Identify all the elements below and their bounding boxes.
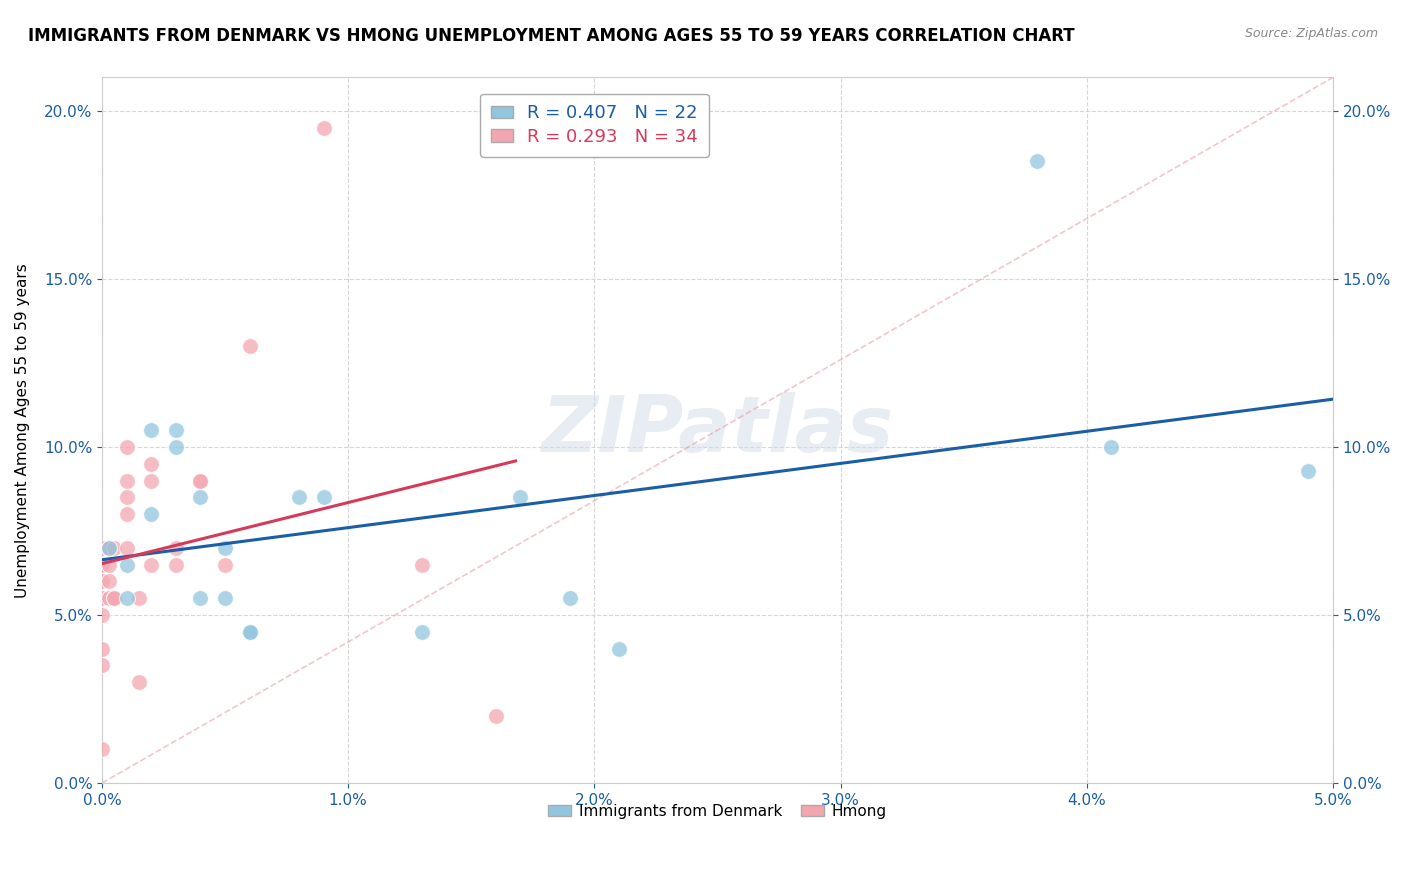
Point [312, 120, 335, 135]
Text: ZIPatlas: ZIPatlas [541, 392, 894, 468]
Point [128, 591, 150, 606]
Point [91, 558, 114, 572]
Point [91, 641, 114, 656]
Point [190, 491, 212, 505]
Legend: Immigrants from Denmark, Hmong: Immigrants from Denmark, Hmong [543, 797, 893, 825]
Point [411, 558, 433, 572]
Point [558, 591, 581, 606]
Point [98, 541, 121, 555]
Point [141, 474, 163, 488]
Point [98, 541, 121, 555]
Point [485, 709, 508, 723]
Point [190, 474, 212, 488]
Point [1298, 464, 1320, 478]
Point [115, 558, 138, 572]
Point [91, 591, 114, 606]
Point [288, 491, 311, 505]
Point [103, 591, 125, 606]
Text: IMMIGRANTS FROM DENMARK VS HMONG UNEMPLOYMENT AMONG AGES 55 TO 59 YEARS CORRELAT: IMMIGRANTS FROM DENMARK VS HMONG UNEMPLO… [28, 27, 1074, 45]
Point [91, 608, 114, 623]
Point [312, 491, 335, 505]
Point [1099, 440, 1122, 454]
Point [103, 541, 125, 555]
Point [607, 641, 630, 656]
Point [91, 541, 114, 555]
Point [128, 675, 150, 690]
Point [141, 423, 163, 437]
Point [411, 624, 433, 639]
Point [115, 440, 138, 454]
Point [239, 339, 262, 353]
Point [115, 508, 138, 522]
Point [141, 508, 163, 522]
Point [115, 541, 138, 555]
Point [115, 474, 138, 488]
Point [141, 457, 163, 471]
Point [165, 558, 187, 572]
Point [509, 491, 531, 505]
Point [141, 558, 163, 572]
Point [115, 591, 138, 606]
Point [239, 624, 262, 639]
Point [165, 423, 187, 437]
Point [214, 558, 236, 572]
Point [98, 558, 121, 572]
Point [165, 440, 187, 454]
Point [239, 624, 262, 639]
Point [165, 541, 187, 555]
Point [190, 591, 212, 606]
Point [214, 591, 236, 606]
Point [190, 474, 212, 488]
Point [91, 658, 114, 673]
Point [98, 574, 121, 589]
Point [91, 742, 114, 756]
Point [115, 491, 138, 505]
Point [98, 591, 121, 606]
Point [1026, 154, 1049, 169]
Point [103, 591, 125, 606]
Point [214, 541, 236, 555]
Y-axis label: Unemployment Among Ages 55 to 59 years: Unemployment Among Ages 55 to 59 years [15, 263, 30, 598]
Point [91, 574, 114, 589]
Text: Source: ZipAtlas.com: Source: ZipAtlas.com [1244, 27, 1378, 40]
